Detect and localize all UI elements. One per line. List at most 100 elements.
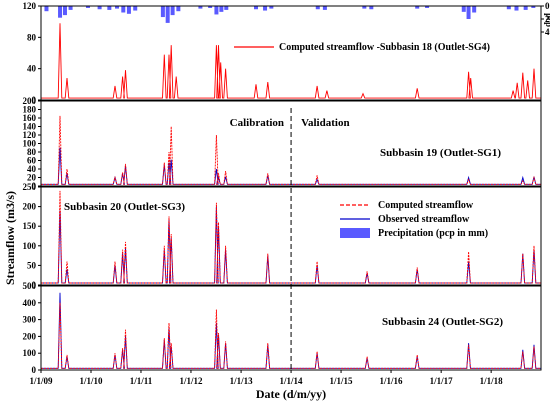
precipitation-layer [44,6,536,23]
x-tick-label: 1/1/12 [179,376,203,386]
y-tick-label: 180 [23,105,37,115]
x-tick-label: 1/1/18 [480,376,504,386]
pcp-bar [531,6,536,8]
y-tick-label: 100 [23,348,37,358]
y-tick-label: 400 [23,298,37,308]
y-tick-label: 200 [23,331,37,341]
y-tick-label: 250 [23,182,37,192]
y-tick-label: 80 [27,147,37,157]
y-tick-label: 200 [23,202,37,212]
y-tick-label: 140 [23,122,37,132]
validation-label: Validation [301,117,350,129]
pcp-bar [269,6,274,9]
pcp-bar [224,6,229,10]
text-layer: 0408012002040608010012014016018020005010… [3,1,550,401]
pcp-bar [208,6,213,8]
y-tick-label: 200 [23,96,37,106]
panel-frame-subbasin-18 [40,5,542,101]
legend-swatch-precipitation [340,228,370,238]
y-tick-label: 300 [23,315,37,325]
pcp-bar [62,6,67,16]
legend-label-computed: Computed streamflow [378,200,474,211]
pcp-bar [115,6,120,9]
pcp-bar [133,6,138,11]
x-tick-label: 1/1/09 [29,376,53,386]
series-subbasin-20-1 [41,190,541,284]
pcp-bar [85,6,90,8]
pcp-bar [97,6,102,10]
y-tick-label: 160 [23,113,37,123]
x-tick-label: 1/1/13 [230,376,254,386]
x-tick-label: 1/1/11 [130,376,153,386]
pcp-bar [121,6,126,13]
y-tick-label: 50 [27,260,37,270]
y-tick-label: 100 [23,241,37,251]
pcp-bar [170,6,175,16]
legend-label-precipitation: Precipitation (pcp in mm) [378,228,488,239]
panel-title-subbasin-19: Subbasin 19 (Outlet-SG1) [380,147,501,159]
pcp-bar [322,6,327,10]
y-tick-label: 60 [27,156,37,166]
y-tick-label: 20 [27,173,37,183]
y-tick-label: 0 [32,95,37,105]
legend-label-observed: Observed streamflow [378,214,470,225]
y-tick-label: 150 [23,221,37,231]
x-tick-label: 1/1/15 [330,376,354,386]
pcp-bar [68,6,73,10]
pcp-bar [176,6,181,12]
pcp-bar [514,6,519,11]
pcp-bar [198,6,203,9]
pcp-bar [362,6,367,9]
x-tick-label: 1/1/10 [79,376,103,386]
y-tick-label: 0 [32,280,37,290]
pcp-bar [461,6,466,12]
legend-label-sb18: Computed streamflow -Subbasin 18 (Outlet… [279,42,490,53]
series-subbasin-24-1 [41,302,541,369]
y-tick-label: 0 [32,365,37,375]
pcp-bar [425,6,430,8]
pcp-tick-label: 0 [545,1,550,11]
series-subbasin-19-1 [41,115,541,185]
pcp-bar [369,6,374,10]
x-tick-label: 1/1/16 [380,376,404,386]
pcp-bar [44,6,49,12]
pcp-bar [523,6,528,10]
y-tick-label: 0 [32,181,37,191]
y-tick-label: 120 [23,1,37,11]
x-tick-label: 1/1/14 [280,376,304,386]
pcp-bar [214,6,219,15]
panel-title-subbasin-24: Subbasin 24 (Outlet-SG2) [382,316,503,328]
pcp-tick-label: 40 [545,27,550,37]
panel-frames [40,5,542,371]
tick-layer [38,5,544,373]
pcp-bar [263,6,268,11]
panel-title-subbasin-20: Subbasin 20 (Outlet-SG3) [64,201,185,213]
x-tick-label: 1/1/17 [430,376,454,386]
pcp-bar [219,6,224,12]
series-layer [41,23,541,369]
y-tick-label: 40 [27,64,37,74]
series-subbasin-18-0 [41,23,541,99]
y-tick-label: 80 [27,32,37,42]
pcp-bar [58,6,63,18]
calibration-label: Calibration [230,117,284,129]
x-axis-title: Date (d/m/yy) [256,387,326,401]
pcp-axis-label: pcp [544,13,550,27]
y-tick-label: 100 [23,139,37,149]
pcp-bar [472,6,477,13]
pcp-bar [165,6,170,23]
pcp-bar [107,6,112,10]
pcp-bar [466,6,471,19]
y-axis-title: Streamflow (m3/s) [3,191,17,285]
pcp-bar [315,6,320,10]
pcp-bar [506,6,511,10]
y-tick-label: 40 [27,164,37,174]
pcp-bar [254,6,259,10]
y-tick-label: 120 [23,130,37,140]
pcp-bar [415,6,420,9]
pcp-bar [126,6,131,14]
pcp-tick-label: 20 [545,14,550,24]
pcp-bar [160,6,165,18]
y-tick-label: 500 [23,281,37,291]
